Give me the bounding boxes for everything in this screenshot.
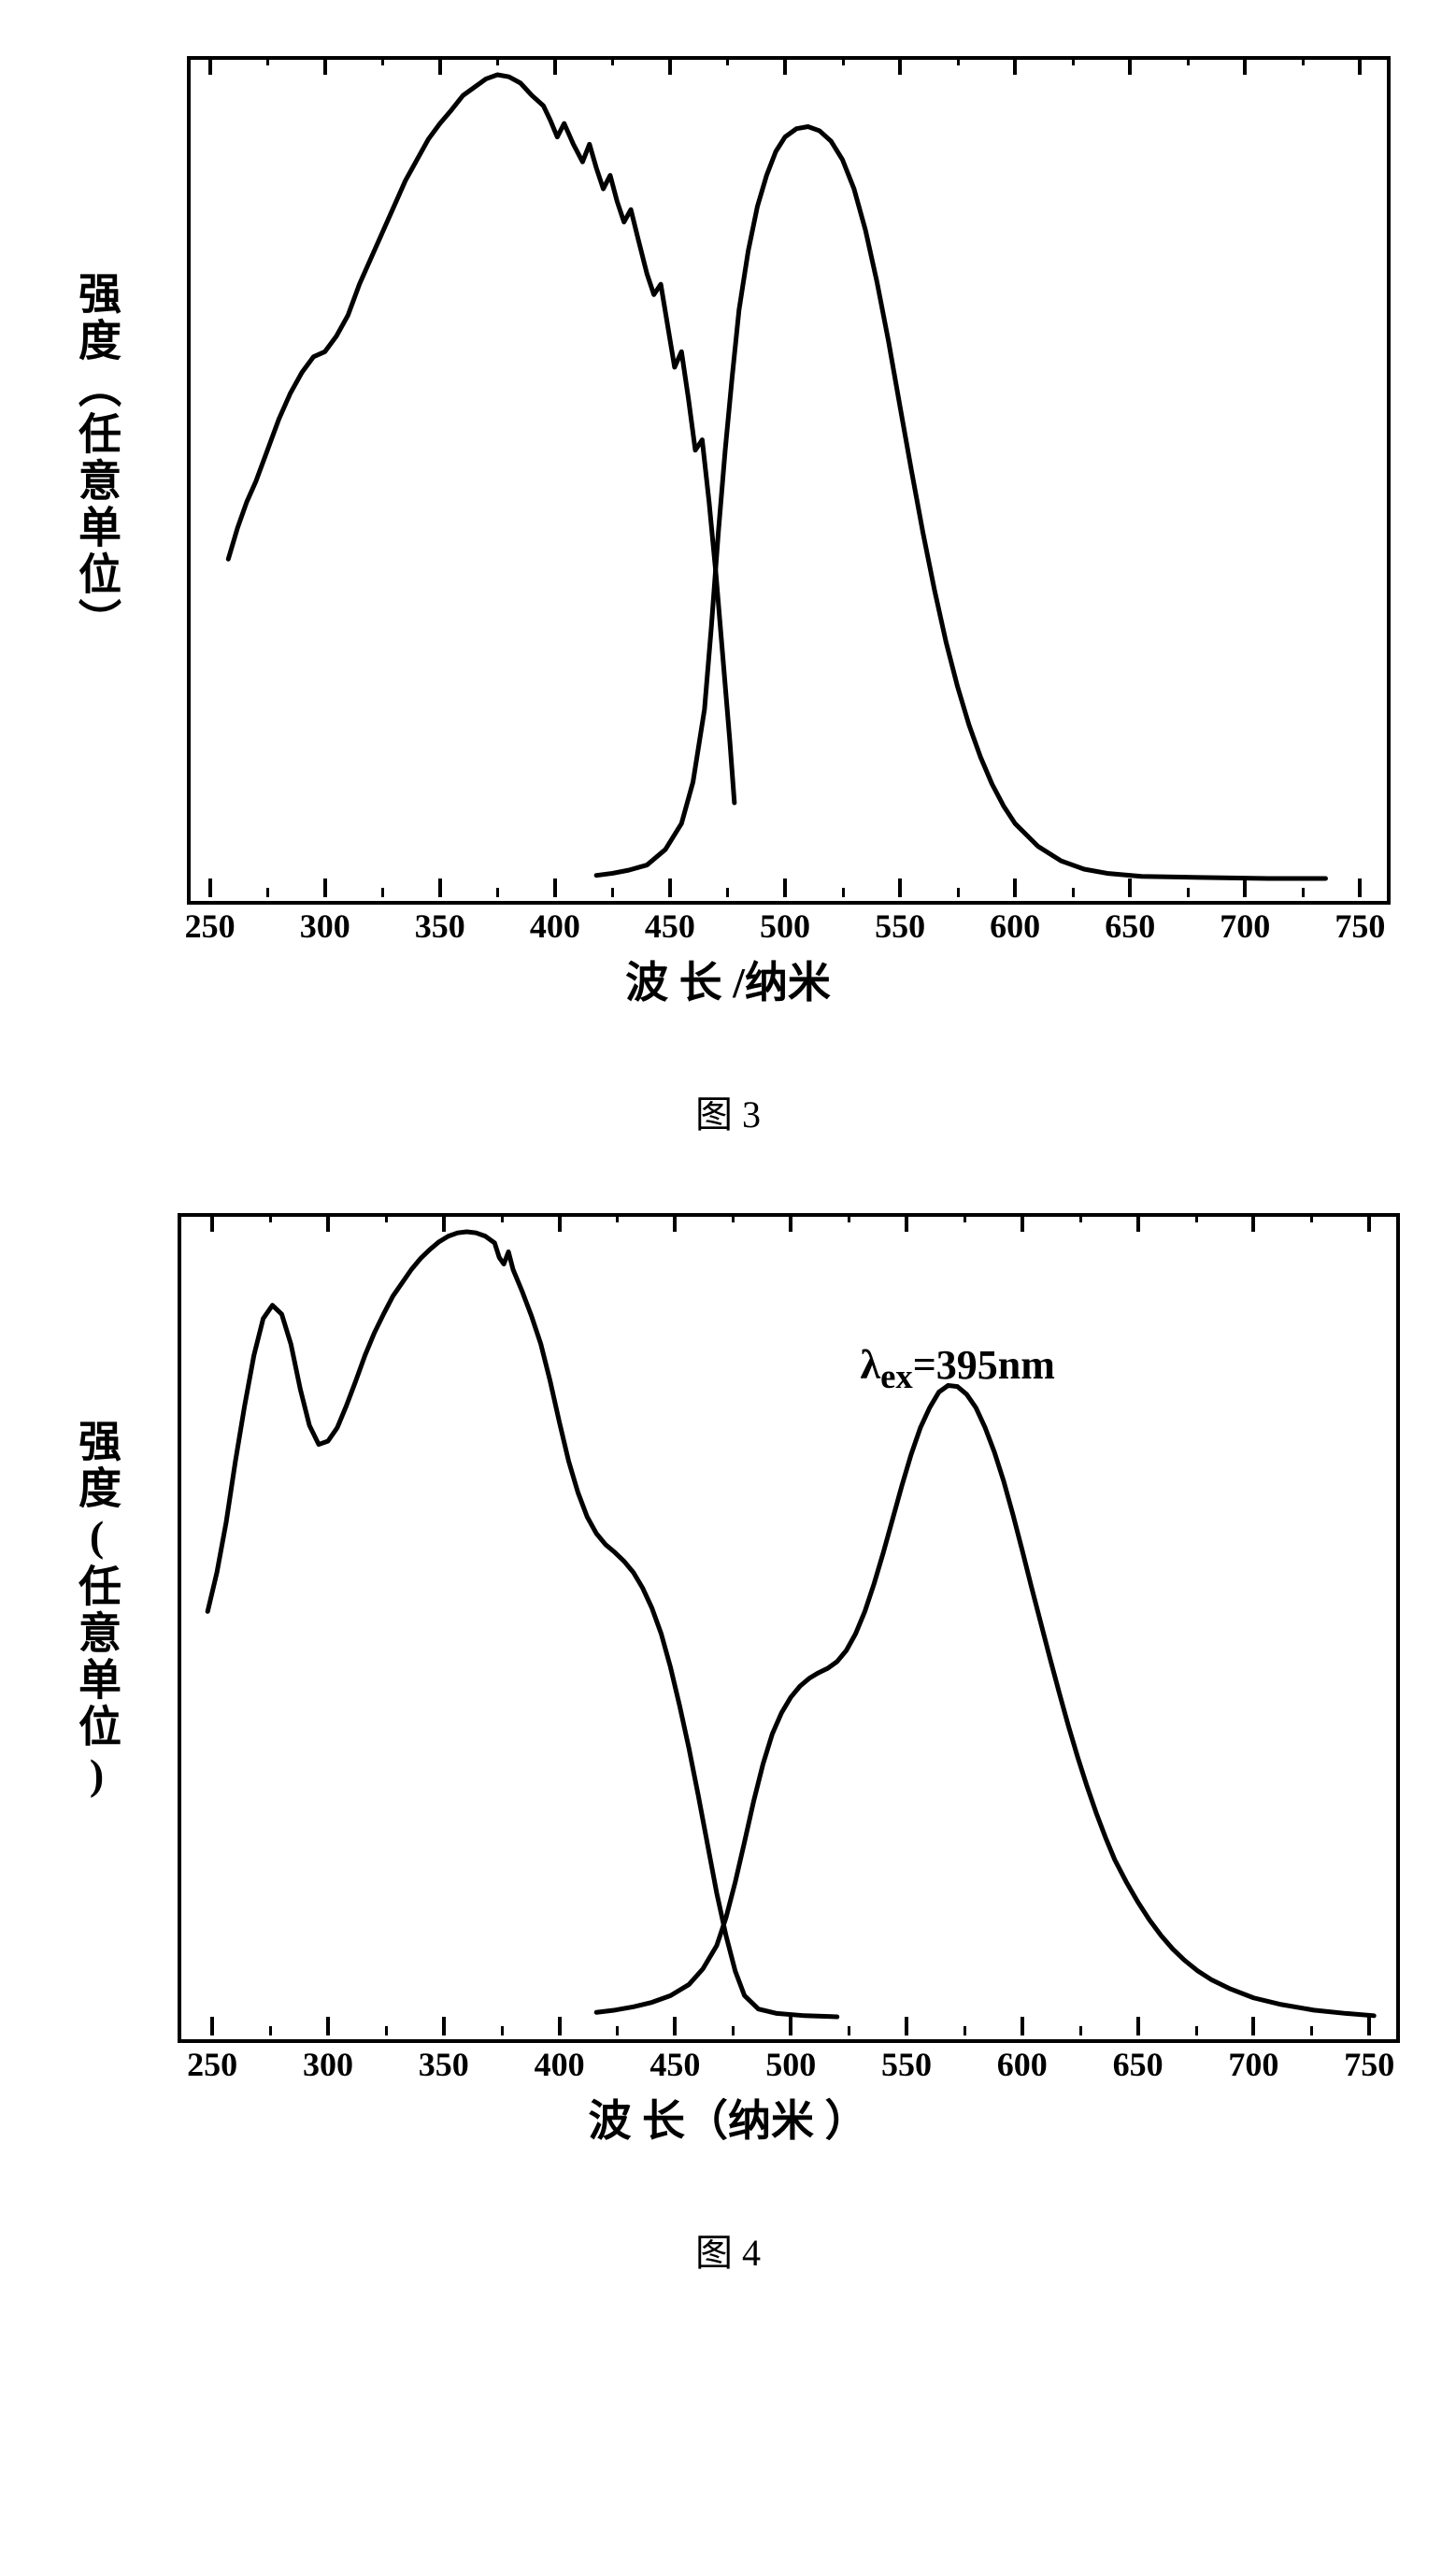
series-svg bbox=[37, 1194, 1419, 2185]
figure-3: 250300350400450500550600650700750强度（任意单位… bbox=[37, 37, 1419, 1138]
page: 250300350400450500550600650700750强度（任意单位… bbox=[37, 37, 1419, 2277]
series-svg bbox=[37, 37, 1419, 1047]
figure-4: 250300350400450500550600650700750强度(任意单位… bbox=[37, 1194, 1419, 2277]
line-series-excitation bbox=[207, 1232, 837, 2017]
line-series-excitation bbox=[228, 75, 735, 803]
line-series-emission bbox=[596, 1385, 1374, 2015]
annotation-lambda-ex: λex=395nm bbox=[860, 1341, 1054, 1396]
figure-3-caption: 图 3 bbox=[37, 1084, 1419, 1138]
figure-4-caption: 图 4 bbox=[37, 2222, 1419, 2277]
chart-frame-4: 250300350400450500550600650700750强度(任意单位… bbox=[37, 1194, 1419, 2185]
line-series-emission bbox=[596, 126, 1325, 878]
chart-frame-3: 250300350400450500550600650700750强度（任意单位… bbox=[37, 37, 1419, 1047]
